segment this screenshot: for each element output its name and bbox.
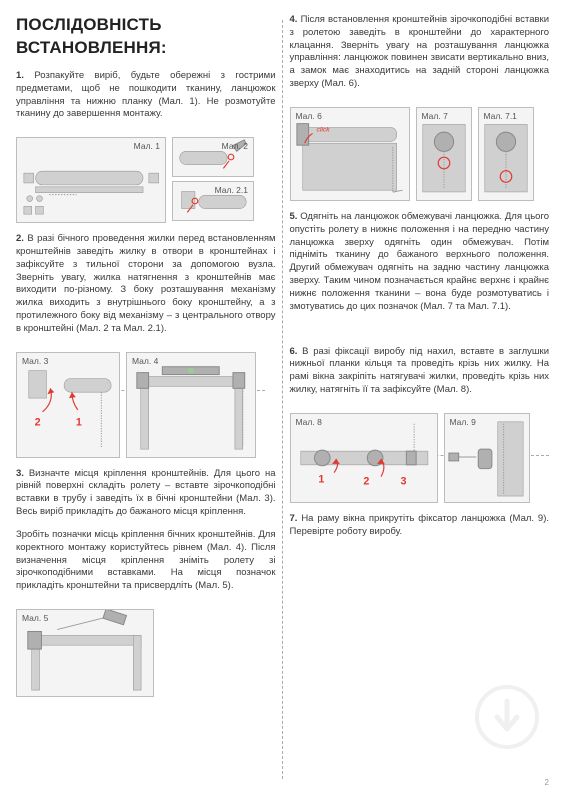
figure-5: Мал. 5	[16, 609, 154, 697]
figure-3-label: Мал. 3	[22, 356, 48, 367]
col-left-top: ПОСЛІДОВНІСТЬ ВСТАНОВЛЕННЯ: 1. Розпакуйт…	[16, 14, 276, 346]
figure-7-1-label: Мал. 7.1	[484, 111, 517, 122]
fig-row-5: Мал. 5	[16, 609, 276, 697]
svg-text:1: 1	[319, 473, 325, 485]
step-6: 6. В разі фіксації виробу під нахил, вст…	[290, 346, 550, 397]
svg-text:3: 3	[401, 475, 407, 487]
figure-4-illustration	[127, 353, 255, 457]
figure-9: Мал. 9	[444, 413, 530, 503]
watermark-icon	[473, 683, 541, 751]
figure-2-group: Мал. 2 Мал. 2.1	[172, 137, 254, 223]
fig-row-6-7: Мал. 6 click Мал. 7	[290, 107, 550, 201]
step-7: 7. На раму вікна прикрутіть фіксатор лан…	[290, 513, 550, 539]
figure-3-illustration: 2 1	[17, 353, 119, 457]
figure-8: Мал. 8 1 2 3	[290, 413, 438, 503]
figure-4-label: Мал. 4	[132, 356, 158, 367]
figure-1: Мал. 1	[16, 137, 166, 223]
svg-text:2: 2	[35, 416, 41, 428]
figure-2: Мал. 2	[172, 137, 254, 177]
fig-row-8-9: Мал. 8 1 2 3 Мал. 9	[290, 413, 550, 503]
figure-9-label: Мал. 9	[450, 417, 476, 428]
figure-2-label: Мал. 2	[222, 141, 248, 152]
figure-2-1: Мал. 2.1	[172, 181, 254, 221]
figure-6-label: Мал. 6	[296, 111, 322, 122]
step-4: 4. Після встановлення кронштейнів зірочк…	[290, 14, 550, 91]
figure-4: Мал. 4	[126, 352, 256, 458]
figure-1-label: Мал. 1	[134, 141, 160, 152]
step-3: 3. Визначте місця кріплення кронштейнів.…	[16, 468, 276, 519]
col-right-bottom: 6. В разі фіксації виробу під нахил, вст…	[290, 346, 550, 707]
figure-7: Мал. 7	[416, 107, 472, 201]
divider-vertical	[282, 20, 283, 779]
figure-3: Мал. 3 2 1	[16, 352, 120, 458]
click-text: click	[316, 126, 330, 133]
figure-5-label: Мал. 5	[22, 613, 48, 624]
figure-2-1-label: Мал. 2.1	[215, 185, 248, 196]
figure-8-label: Мал. 8	[296, 417, 322, 428]
step-3b: Зробіть позначки місць кріплення бічних …	[16, 529, 276, 593]
fig-row-1: Мал. 1 Мал. 2	[16, 137, 276, 223]
step-5: 5. Одягніть на ланцюжок обмежувачі ланцю…	[290, 211, 550, 314]
svg-text:2: 2	[363, 475, 369, 487]
svg-text:1: 1	[76, 416, 82, 428]
page-title: ПОСЛІДОВНІСТЬ ВСТАНОВЛЕННЯ:	[16, 14, 276, 60]
fig-row-3-4: Мал. 3 2 1 Мал. 4	[16, 352, 276, 458]
step-2: 2. В разі бічного проведення жилки перед…	[16, 233, 276, 336]
figure-7-1: Мал. 7.1	[478, 107, 534, 201]
page-number: 2	[545, 778, 549, 789]
step-1: 1. Розпакуйте виріб, будьте обережні з г…	[16, 70, 276, 121]
col-left-bottom: Мал. 3 2 1 Мал. 4	[16, 346, 276, 707]
figure-7-label: Мал. 7	[422, 111, 448, 122]
col-right-top: 4. Після встановлення кронштейнів зірочк…	[290, 14, 550, 346]
figure-6: Мал. 6 click	[290, 107, 410, 201]
